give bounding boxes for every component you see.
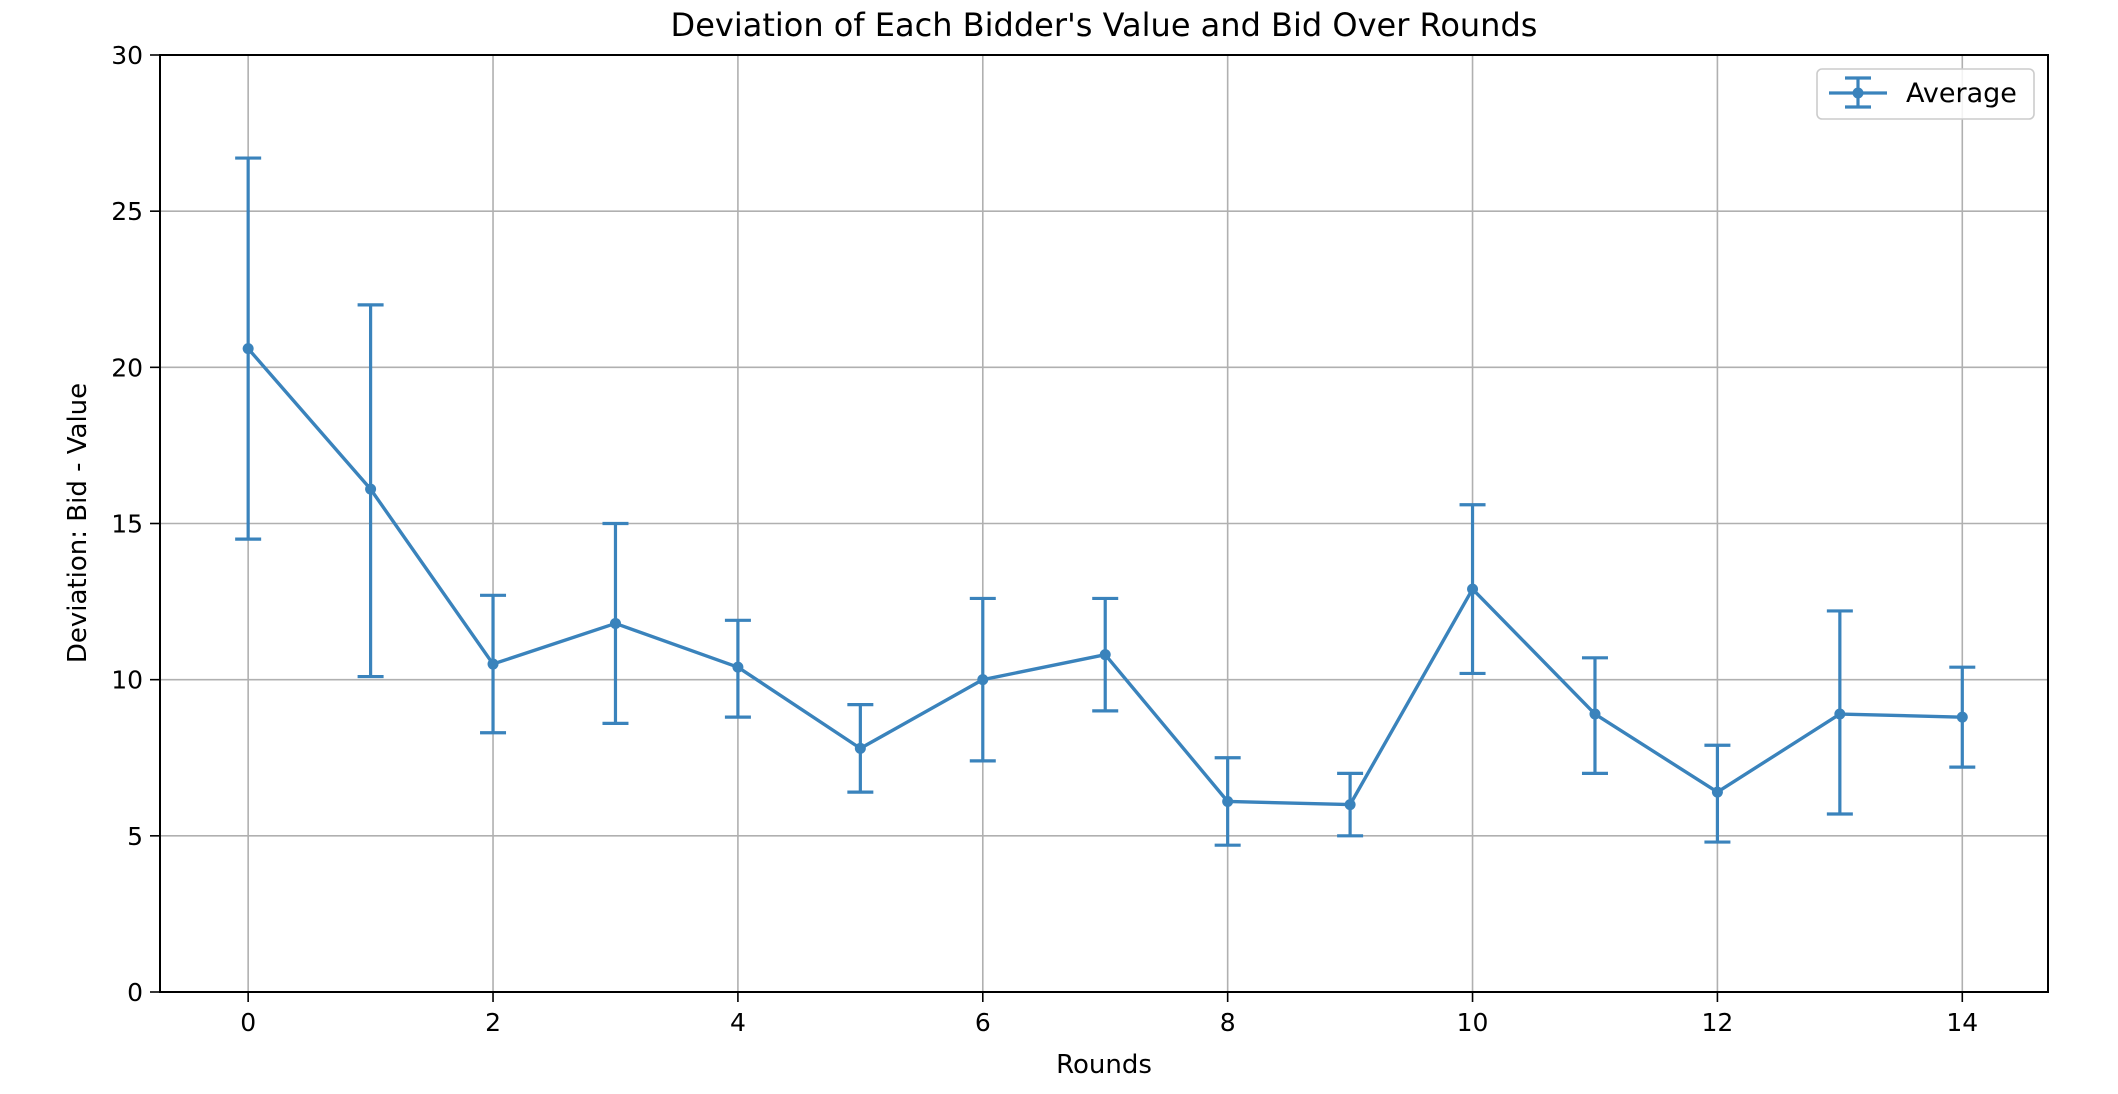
data-point	[1711, 786, 1723, 798]
axis-ticks: 0 2 4 6 8 10 12 14 0 5 10 15 20 25 30	[111, 41, 1978, 1037]
data-point	[1834, 708, 1846, 720]
data-point	[977, 674, 989, 686]
series-line	[246, 347, 1963, 807]
y-axis-label: Deviation: Bid - Value	[63, 383, 93, 663]
x-tick-label: 0	[240, 1008, 256, 1037]
legend: Average	[1816, 68, 2035, 120]
data-point	[1222, 795, 1234, 807]
data-point	[242, 343, 254, 355]
chart-title: Deviation of Each Bidder's Value and Bid…	[671, 6, 1538, 44]
x-tick-label: 4	[730, 1008, 746, 1037]
data-point	[1589, 708, 1601, 720]
x-tick-label: 12	[1702, 1008, 1734, 1037]
y-tick-label: 20	[111, 353, 143, 382]
data-point	[1099, 649, 1111, 661]
legend-box	[1816, 68, 2035, 120]
y-tick-label: 5	[127, 822, 143, 851]
plot-frame	[159, 54, 2049, 993]
x-tick-label: 8	[1220, 1008, 1236, 1037]
grid-lines	[160, 54, 2048, 993]
x-tick-label: 2	[485, 1008, 501, 1037]
y-tick-label: 15	[111, 510, 143, 539]
y-tick-label: 30	[111, 41, 143, 70]
legend-marker	[1852, 87, 1864, 99]
data-point	[1956, 711, 1968, 723]
y-tick-label: 10	[111, 666, 143, 695]
x-tick-label: 6	[975, 1008, 991, 1037]
data-point	[854, 742, 866, 754]
x-tick-label: 10	[1457, 1008, 1489, 1037]
data-point	[365, 483, 377, 495]
data-point	[1467, 583, 1479, 595]
data-point	[609, 617, 621, 629]
legend-label: Average	[1906, 78, 2017, 109]
x-axis-label: Rounds	[1056, 1050, 1152, 1080]
y-tick-label: 25	[111, 197, 143, 226]
data-point	[1344, 799, 1356, 811]
x-tick-label: 14	[1946, 1008, 1978, 1037]
y-tick-label: 0	[127, 978, 143, 1007]
series-average	[235, 156, 1976, 847]
data-point	[732, 661, 744, 673]
data-point	[487, 658, 499, 670]
